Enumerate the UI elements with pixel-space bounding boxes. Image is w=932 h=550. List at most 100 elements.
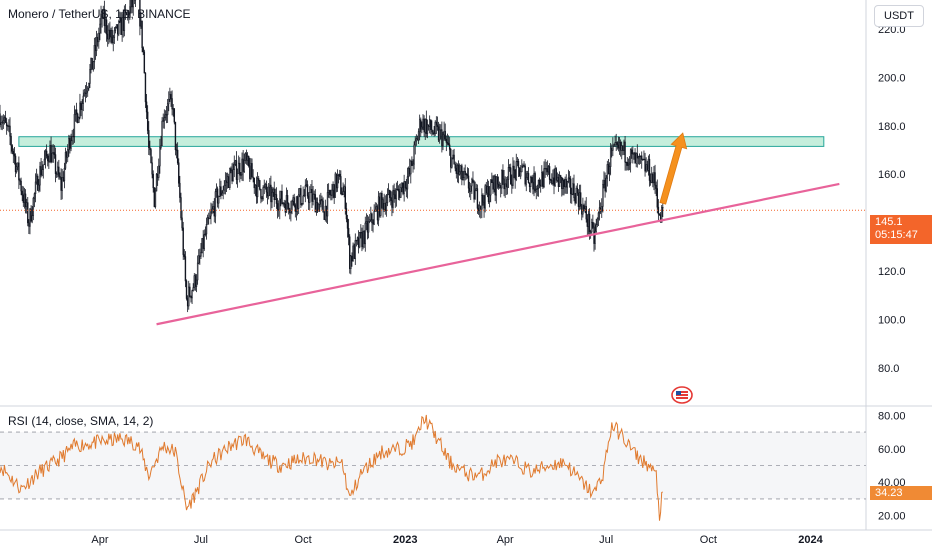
candle-body [372,222,374,225]
rsi-value-tag: 34.23 [870,486,932,500]
candle-body [379,196,381,216]
candle-body [55,173,58,175]
candle-body [97,36,99,43]
candle-body [450,149,452,168]
candle-body [4,117,7,123]
candle-body [402,182,404,194]
time-tick-label: Oct [700,534,717,546]
candle-body [19,179,21,182]
candle-body [644,158,646,172]
candle-body [331,189,333,196]
currency-button[interactable]: USDT [874,5,924,27]
candle-body [360,232,362,234]
candle-body [634,152,636,164]
candle-body [645,164,647,172]
candle-body [364,222,366,245]
candle-body [647,158,650,171]
candle-body [615,142,617,144]
candle-body [72,135,74,138]
candle-body [324,205,327,220]
candle-body [578,192,581,207]
events-flag-icon[interactable] [671,386,693,404]
candle-body [652,173,654,184]
candle-body [441,129,443,147]
candle-body [527,173,530,184]
candle-body [293,197,295,206]
candle-body [488,194,491,202]
candle-body [559,175,562,178]
candle-body [253,177,255,189]
candle-body [39,166,41,186]
candle-body [362,230,364,248]
candle-body [403,181,405,194]
candle-body [497,183,500,188]
candle-body [517,161,520,168]
candle-body [35,175,38,183]
candle-body [628,162,631,165]
candle-body [500,185,502,189]
candle-body [274,194,277,200]
candle-body [232,169,234,182]
candle-body [263,186,265,188]
candle-body [587,213,590,227]
candle-body [22,194,25,203]
candle-body [297,194,300,209]
time-tick-label: 2023 [393,534,417,546]
candle-body [226,176,229,183]
candle-body [0,122,2,125]
candle-body [104,19,107,27]
candle-body [236,173,239,180]
candle-body [230,168,232,171]
candle-body [343,186,345,192]
candle-body [447,143,450,146]
candle-body [355,240,358,242]
candle-body [421,126,423,130]
candle-body [454,163,456,169]
candle-body [305,184,308,187]
candle-body [337,173,340,176]
candle-body [65,152,68,158]
candle-body [108,29,110,40]
candle-body [229,168,231,188]
candle-body [473,181,475,200]
candle-body [114,27,117,31]
candle-body [140,20,142,27]
candle-body [586,218,589,227]
candle-body [642,158,644,161]
candle-body [569,178,572,195]
candle-body [95,36,98,51]
time-tick-label: Apr [91,534,108,546]
candle-body [7,125,9,127]
candle-body [74,109,77,115]
candle-body [480,205,482,210]
candle-body [205,223,208,235]
candle-body [376,206,379,221]
candle-body [535,189,537,192]
candle-body [617,144,620,149]
candle-body [264,184,267,188]
rsi-indicator-label[interactable]: RSI (14, close, SMA, 14, 2) [8,414,154,428]
candle-body [25,202,28,208]
candle-body [98,32,100,43]
candle-body [624,141,626,163]
candle-body [292,197,294,202]
candle-body [156,173,159,178]
time-axis[interactable]: Apr Jul Oct 2023 Apr Jul Oct 2024 [91,534,823,546]
candle-body [91,57,93,70]
candle-body [32,197,35,216]
candle-body [562,179,564,190]
candle-body [283,202,285,205]
candle-body [209,215,211,220]
candle-body [375,206,378,211]
candle-body [69,138,71,149]
candle-body [399,190,401,198]
candle-body [352,245,354,262]
candle-body [394,194,396,200]
candle-body [400,187,402,198]
candle-body [178,162,180,184]
candle-body [311,188,313,202]
candle-body [129,6,131,18]
